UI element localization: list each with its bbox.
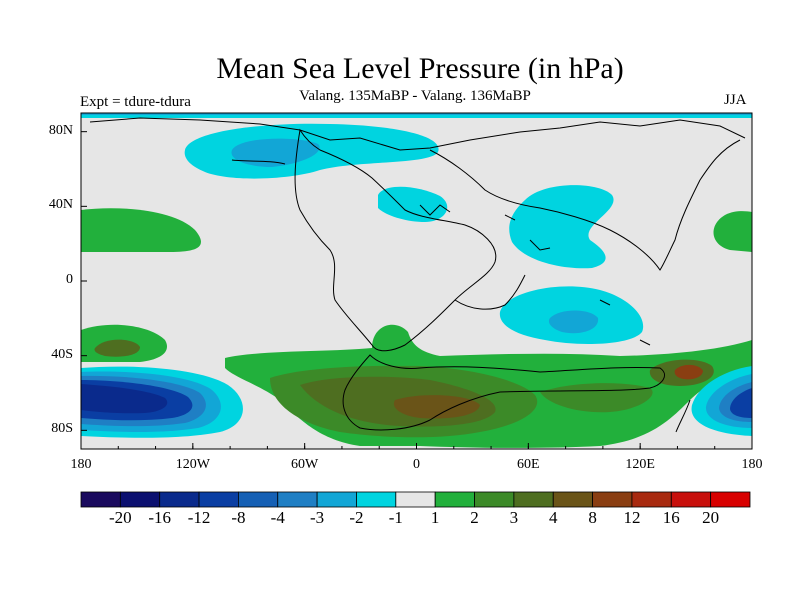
x-tick-label: 180 bbox=[741, 457, 763, 472]
season-label: JJA bbox=[724, 92, 747, 108]
colorbar-swatch bbox=[80, 491, 121, 508]
x-tick-label: 120W bbox=[175, 457, 210, 472]
coastline-gondwana-laurasia bbox=[294, 128, 497, 352]
chart-title: Mean Sea Level Pressure (in hPa) bbox=[216, 52, 624, 85]
y-tick-label: 40S bbox=[51, 346, 73, 362]
contour-southern-pos4 bbox=[393, 395, 480, 419]
colorbar bbox=[80, 491, 751, 508]
x-tick-label: 60W bbox=[291, 457, 319, 472]
coastline-arctic bbox=[89, 117, 746, 151]
colorbar-swatch bbox=[395, 491, 436, 508]
contour-arctic-strip-inner bbox=[81, 113, 752, 115]
colorbar-label: 20 bbox=[702, 508, 720, 527]
contour-south-pacific-pos3 bbox=[94, 339, 140, 357]
colorbar-label: -16 bbox=[148, 508, 172, 527]
colorbar-label: -3 bbox=[310, 508, 325, 527]
colorbar-label: 16 bbox=[662, 508, 680, 527]
contour-arctic-strip bbox=[81, 113, 752, 118]
contour-europe-neg1 bbox=[378, 186, 448, 222]
contour-southern-pos2b bbox=[540, 383, 653, 413]
colorbar-label: -8 bbox=[231, 508, 246, 527]
colorbar-swatch bbox=[552, 491, 593, 508]
coastline-africa-india bbox=[454, 274, 526, 310]
contour-fields bbox=[81, 113, 752, 448]
y-tick-label: 40N bbox=[48, 197, 73, 213]
coastline-asia bbox=[429, 139, 741, 271]
colorbar-label: -2 bbox=[349, 508, 364, 527]
contour-swp-neg4 bbox=[730, 388, 752, 418]
y-tick-label: 80N bbox=[48, 122, 73, 138]
axis-ticks bbox=[80, 131, 753, 449]
colorbar-swatch bbox=[277, 491, 318, 508]
colorbar-swatch bbox=[670, 491, 712, 508]
x-tick-label: 60E bbox=[517, 457, 540, 472]
colorbar-label: 2 bbox=[470, 508, 479, 527]
y-tick-label: 80S bbox=[51, 421, 73, 437]
colorbar-label: 12 bbox=[623, 508, 641, 527]
colorbar-label: -20 bbox=[109, 508, 132, 527]
colorbar-label: -1 bbox=[388, 508, 403, 527]
colorbar-swatch bbox=[513, 491, 554, 508]
colorbar-swatch bbox=[198, 491, 239, 508]
colorbar-swatch bbox=[238, 491, 279, 508]
colorbar-label: -12 bbox=[187, 508, 211, 527]
chart-subtitle: Valang. 135MaBP - Valang. 136MaBP bbox=[299, 88, 531, 104]
x-tick-label: 120E bbox=[625, 457, 655, 472]
experiment-label: Expt = tdure-tdura bbox=[80, 94, 191, 110]
colorbar-label: 4 bbox=[548, 508, 558, 527]
x-tick-label: 180 bbox=[70, 457, 92, 472]
colorbar-label: 1 bbox=[430, 508, 440, 527]
contour-south-indian-neg2 bbox=[548, 310, 599, 334]
colorbar-swatch bbox=[119, 491, 161, 508]
contour-tethys-neg1 bbox=[509, 185, 614, 269]
colorbar-swatch bbox=[356, 491, 397, 508]
colorbar-swatch bbox=[631, 491, 672, 508]
contour-australia-pos4 bbox=[674, 364, 703, 380]
colorbar-label: 3 bbox=[509, 508, 519, 527]
colorbar-label: -4 bbox=[270, 508, 285, 527]
coastline-antarctica-australia bbox=[342, 354, 665, 431]
contour-sp-neg5 bbox=[81, 384, 168, 414]
contour-north-pacific-pos1 bbox=[81, 208, 201, 252]
colorbar-swatch bbox=[316, 491, 357, 508]
colorbar-label: 8 bbox=[588, 508, 597, 527]
contour-west-pacific-pos1 bbox=[713, 211, 752, 252]
colorbar-swatch bbox=[159, 491, 200, 508]
colorbar-swatch bbox=[474, 491, 515, 508]
x-tick-label: 0 bbox=[413, 457, 420, 472]
y-tick-label: 0 bbox=[66, 272, 73, 287]
colorbar-swatch bbox=[434, 491, 475, 508]
coastlines bbox=[89, 117, 746, 433]
colorbar-swatch bbox=[592, 491, 633, 508]
coastline-islands bbox=[231, 159, 691, 433]
colorbar-swatch bbox=[710, 491, 751, 508]
